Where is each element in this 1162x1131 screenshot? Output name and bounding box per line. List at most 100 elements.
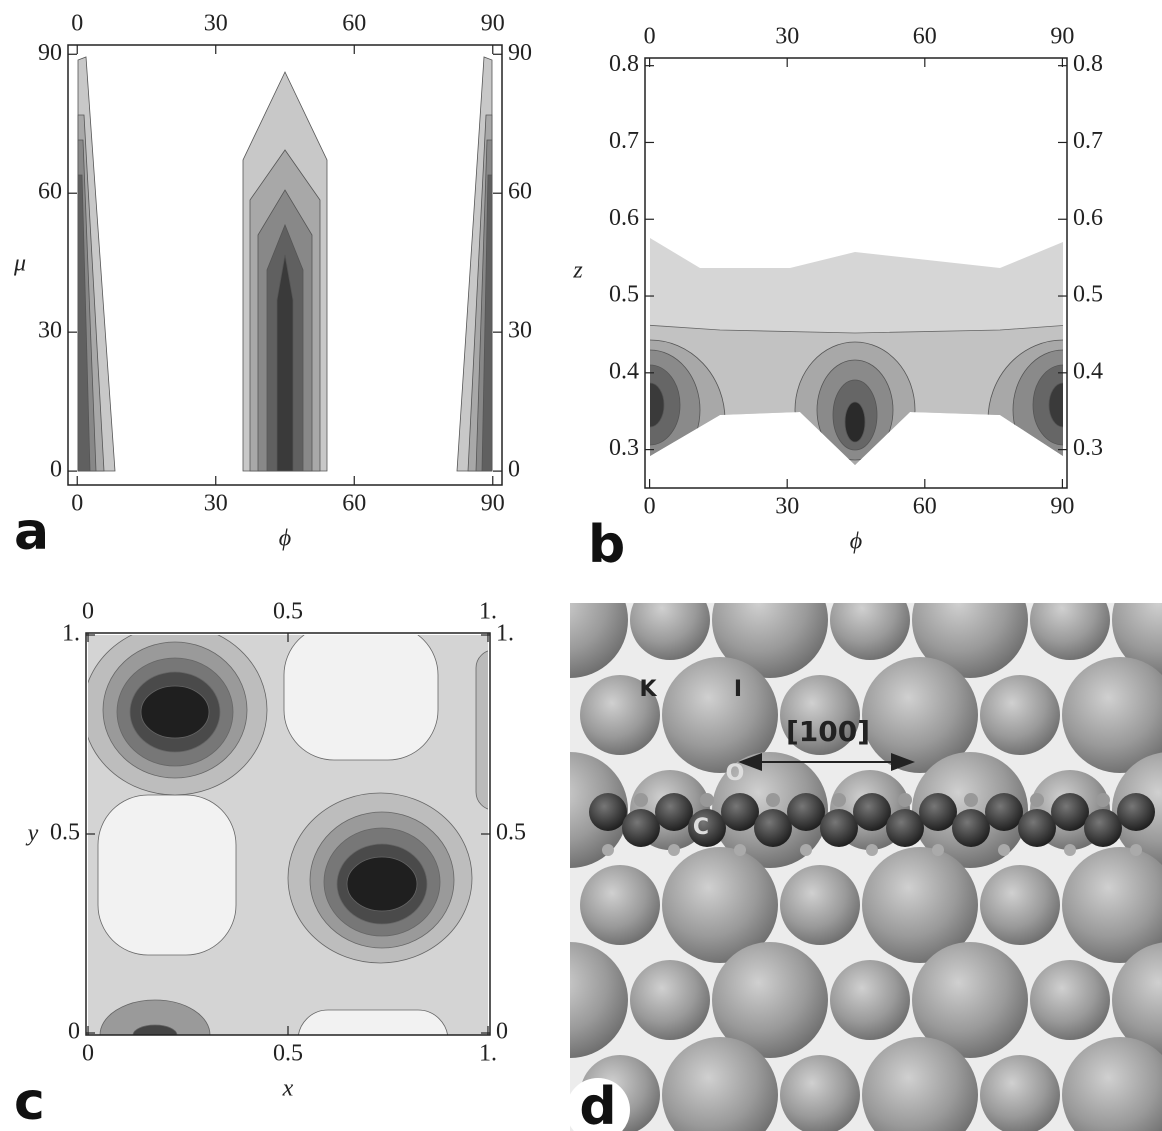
direction-arrow <box>738 753 915 771</box>
y-tick-label: 0.3 <box>609 435 639 461</box>
y-tick-label: 0.5 <box>1073 282 1103 308</box>
y-tick-label: 0.5 <box>50 820 80 846</box>
y-tick-label: 1. <box>62 620 80 646</box>
atom <box>1112 603 1162 678</box>
panel-label: c <box>14 1072 45 1131</box>
y-tick-label: 0 <box>496 1019 508 1045</box>
atom-label: C <box>693 815 709 840</box>
y-tick-label: 0.5 <box>496 820 526 846</box>
x-tick-label: 30 <box>775 24 799 50</box>
atom-label: K <box>639 677 657 702</box>
atom <box>830 603 910 660</box>
x-tick-label: 0 <box>82 1041 94 1067</box>
molecule-atom <box>919 793 957 831</box>
atom <box>980 675 1060 755</box>
x-tick-label: 90 <box>1050 24 1074 50</box>
atom <box>662 847 778 963</box>
atom <box>862 657 978 773</box>
hydrogen <box>602 844 614 856</box>
molecule-atom <box>589 793 627 831</box>
plot-frame <box>67 44 503 486</box>
y-tick-label: 0 <box>50 457 62 483</box>
atom <box>580 675 660 755</box>
atom <box>780 865 860 945</box>
y-tick-label: 0.8 <box>1073 51 1103 77</box>
hydrogen <box>700 793 714 807</box>
x-tick-label: 0 <box>644 24 656 50</box>
y-tick-label: 0.4 <box>1073 358 1103 384</box>
y-axis-label: μ <box>13 251 26 277</box>
molecule-atom <box>952 809 990 847</box>
atom <box>1030 603 1110 660</box>
x-tick-label: 90 <box>481 491 505 517</box>
atom-label: I <box>734 677 742 702</box>
hydrogen <box>1064 844 1076 856</box>
contours-c <box>88 635 488 1035</box>
x-tick-label: 0 <box>82 599 94 625</box>
x-tick-label: 0 <box>644 494 656 520</box>
hydrogen <box>634 793 648 807</box>
direction-label: [100] <box>786 715 870 748</box>
plot-frame <box>644 57 1068 489</box>
molecule-atom <box>853 793 891 831</box>
y-tick-label: 30 <box>508 318 532 344</box>
panel-label: b <box>588 515 625 575</box>
atom <box>912 603 1028 678</box>
hydrogen <box>832 793 846 807</box>
x-tick-label: 0.5 <box>273 599 303 625</box>
x-axis-label: ϕ <box>850 529 862 555</box>
atom <box>570 942 628 1058</box>
y-tick-label: 0.6 <box>609 205 639 231</box>
atom <box>630 960 710 1040</box>
y-tick-label: 0 <box>68 1019 80 1045</box>
atom <box>830 960 910 1040</box>
y-tick-label: 1. <box>496 620 514 646</box>
hydrogen <box>998 844 1010 856</box>
y-tick-label: 90 <box>508 40 532 66</box>
hydrogen <box>766 793 780 807</box>
x-tick-label: 0 <box>71 491 83 517</box>
x-tick-label: 90 <box>481 11 505 37</box>
molecule-atom <box>886 809 924 847</box>
molecule-atom <box>1117 793 1155 831</box>
atom <box>630 603 710 660</box>
y-tick-label: 90 <box>38 40 62 66</box>
hydrogen <box>866 844 878 856</box>
molecule-atom <box>754 809 792 847</box>
hydrogen <box>1096 793 1110 807</box>
y-tick-label: 0 <box>508 457 520 483</box>
y-tick-label: 60 <box>508 179 532 205</box>
x-tick-label: 60 <box>342 491 366 517</box>
atom <box>1112 942 1162 1058</box>
x-tick-label: 0.5 <box>273 1041 303 1067</box>
atom <box>580 865 660 945</box>
hydrogen <box>668 844 680 856</box>
atom <box>862 847 978 963</box>
x-tick-label: 60 <box>913 494 937 520</box>
x-tick-label: 60 <box>913 24 937 50</box>
atom <box>980 865 1060 945</box>
molecule-atom <box>1018 809 1056 847</box>
atom <box>780 675 860 755</box>
x-tick-label: 60 <box>342 11 366 37</box>
panel-label: a <box>14 502 49 562</box>
atom <box>980 1055 1060 1131</box>
x-axis-label: x <box>282 1076 294 1102</box>
y-tick-label: 0.5 <box>609 282 639 308</box>
atom <box>1062 657 1162 773</box>
y-tick-label: 0.4 <box>609 358 639 384</box>
molecule-atom <box>655 793 693 831</box>
y-tick-label: 0.3 <box>1073 435 1103 461</box>
surface-image <box>570 603 1162 1131</box>
molecule-atom <box>787 793 825 831</box>
y-tick-label: 30 <box>38 318 62 344</box>
y-tick-label: 60 <box>38 179 62 205</box>
y-tick-label: 0.8 <box>609 51 639 77</box>
molecule-atom <box>820 809 858 847</box>
x-axis-label: ϕ <box>279 526 291 552</box>
x-tick-label: 30 <box>775 494 799 520</box>
atom <box>862 1037 978 1131</box>
x-tick-label: 90 <box>1050 494 1074 520</box>
atom <box>1062 847 1162 963</box>
